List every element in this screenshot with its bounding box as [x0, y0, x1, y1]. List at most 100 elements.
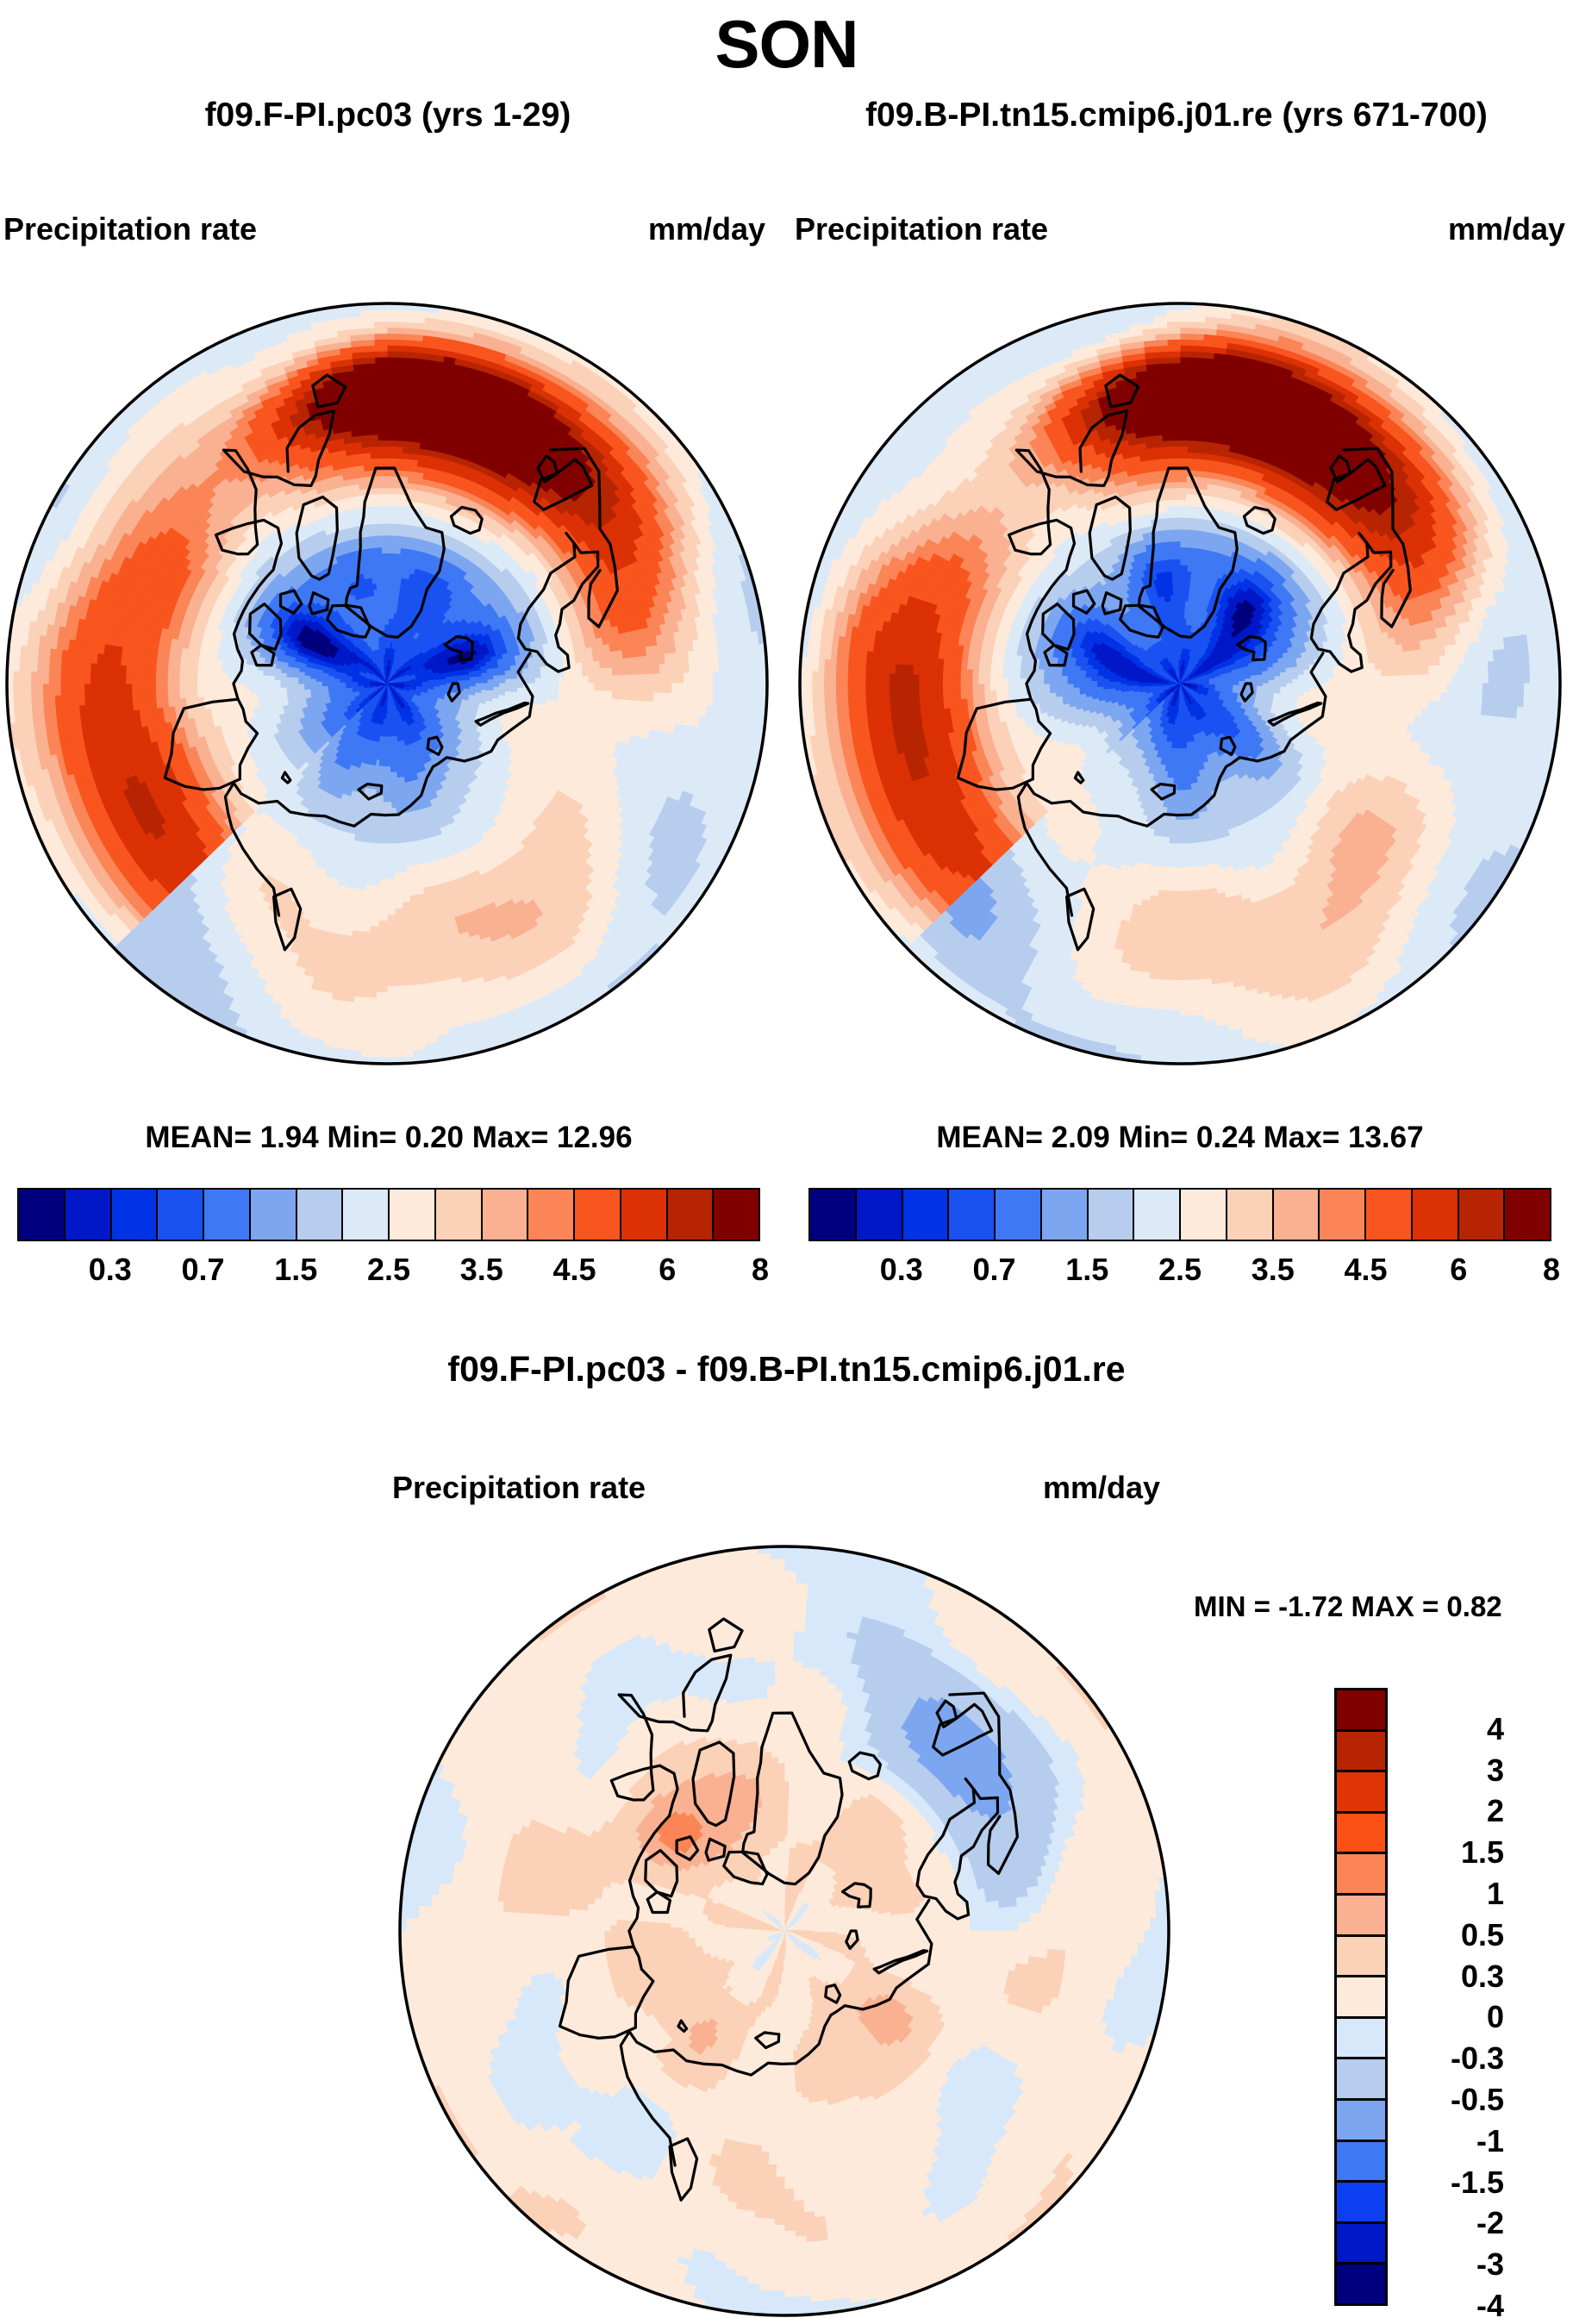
colorbar-cell — [667, 1190, 715, 1240]
colorbar-cell — [810, 1190, 857, 1240]
colorbar-cell — [1337, 2183, 1385, 2224]
colorbar-cell — [1273, 1190, 1320, 1240]
right-panel-case-title: f09.B-PI.tn15.cmip6.j01.re (yrs 671-700) — [780, 97, 1573, 134]
colorbar-tick-label: 3.5 — [1252, 1252, 1295, 1288]
colorbar-tick-label: 4 — [1401, 1711, 1504, 1747]
colorbar-cell — [1227, 1190, 1274, 1240]
left-panel-colorbar-labels: 0.3 0.7 1.5 2.5 3.5 4.5 6 8 — [17, 1252, 769, 1291]
diff-panel-title: f09.F-PI.pc03 - f09.B-PI.tn15.cmip6.j01.… — [0, 1349, 1573, 1390]
colorbar-tick-label: 3.5 — [460, 1252, 503, 1288]
diff-map-svg — [398, 1545, 1170, 2317]
colorbar-cell — [902, 1190, 950, 1240]
colorbar-tick-label: 0.7 — [972, 1252, 1015, 1288]
left-panel-case-title: f09.F-PI.pc03 (yrs 1-29) — [0, 97, 776, 134]
colorbar-cell — [1337, 2018, 1385, 2060]
colorbar-tick-label: 8 — [1543, 1252, 1560, 1288]
left-panel-stats: MEAN= 1.94 Min= 0.20 Max= 12.96 — [17, 1121, 760, 1155]
colorbar-cell — [1412, 1190, 1459, 1240]
colorbar-cell — [296, 1190, 344, 1240]
colorbar-cell — [528, 1190, 575, 1240]
colorbar-tick-label: 0.5 — [1401, 1917, 1504, 1953]
colorbar-cell — [1337, 2059, 1385, 2101]
colorbar-cell — [621, 1190, 668, 1240]
colorbar-cell — [1337, 1895, 1385, 1937]
colorbar-cell — [390, 1190, 436, 1240]
colorbar-cell — [19, 1190, 66, 1240]
colorbar-tick-label: 1.5 — [274, 1252, 317, 1288]
left-panel-polar-map[interactable] — [3, 295, 771, 1072]
left-map-svg — [5, 302, 769, 1065]
colorbar-cell — [714, 1190, 758, 1240]
diff-panel-minmax: MIN = -1.72 MAX = 0.82 — [1194, 1590, 1573, 1623]
diff-panel-polar-map[interactable] — [371, 1543, 1198, 2319]
right-map-svg — [798, 302, 1562, 1065]
colorbar-cell — [65, 1190, 112, 1240]
colorbar-cell — [575, 1190, 621, 1240]
colorbar-tick-label: 1.5 — [1401, 1834, 1504, 1871]
right-panel-stats: MEAN= 2.09 Min= 0.24 Max= 13.67 — [808, 1121, 1551, 1155]
colorbar-tick-label: 4.5 — [552, 1252, 596, 1288]
colorbar-cell — [1337, 1772, 1385, 1814]
page-title: SON — [0, 5, 1573, 84]
right-panel-colorbar-labels: 0.3 0.7 1.5 2.5 3.5 4.5 6 8 — [808, 1252, 1560, 1291]
colorbar-tick-label: -1.5 — [1401, 2165, 1504, 2201]
colorbar-cell — [482, 1190, 529, 1240]
colorbar-tick-label: 0.3 — [89, 1252, 132, 1288]
colorbar-cell — [1337, 1813, 1385, 1855]
colorbar-cell — [856, 1190, 903, 1240]
right-panel-variable-label: Precipitation rate — [795, 211, 1048, 247]
right-panel-colorbar[interactable] — [808, 1188, 1551, 1241]
colorbar-cell — [158, 1190, 204, 1240]
colorbar-tick-label: -1 — [1401, 2123, 1504, 2159]
colorbar-tick-label: 6 — [1450, 1252, 1467, 1288]
colorbar-cell — [204, 1190, 251, 1240]
colorbar-cell — [1458, 1190, 1506, 1240]
colorbar-tick-label: -0.5 — [1401, 2082, 1504, 2118]
colorbar-tick-label: 1 — [1401, 1876, 1504, 1912]
colorbar-cell — [1366, 1190, 1413, 1240]
colorbar-cell — [1337, 2141, 1385, 2183]
colorbar-cell — [996, 1190, 1042, 1240]
colorbar-cell — [1337, 1731, 1385, 1773]
colorbar-tick-label: 2.5 — [367, 1252, 410, 1288]
diff-panel-colorbar-labels: 4 3 2 1.5 1 0.5 0.3 0 -0.3 -0.5 -1 -1.5 -2 -3 -4 — [1401, 1688, 1556, 2323]
colorbar-tick-label: 2 — [1401, 1793, 1504, 1829]
colorbar-tick-label: 0 — [1401, 1999, 1504, 2035]
colorbar-tick-label: 0.7 — [181, 1252, 224, 1288]
left-panel-variable-label: Precipitation rate — [3, 211, 257, 247]
colorbar-cell — [435, 1190, 483, 1240]
colorbar-cell — [111, 1190, 159, 1240]
colorbar-cell — [949, 1190, 996, 1240]
colorbar-tick-label: -0.3 — [1401, 2040, 1504, 2077]
colorbar-tick-label: 3 — [1401, 1752, 1504, 1789]
colorbar-tick-label: 0.3 — [880, 1252, 923, 1288]
colorbar-cell — [1041, 1190, 1089, 1240]
colorbar-tick-label: -3 — [1401, 2246, 1504, 2283]
colorbar-cell — [1088, 1190, 1135, 1240]
right-panel-polar-map[interactable] — [796, 295, 1564, 1072]
colorbar-tick-label: -4 — [1401, 2288, 1504, 2324]
colorbar-cell — [1337, 2265, 1385, 2303]
diff-panel-unit-label: mm/day — [1043, 1470, 1160, 1506]
colorbar-cell — [1505, 1190, 1550, 1240]
colorbar-tick-label: 2.5 — [1158, 1252, 1202, 1288]
colorbar-tick-label: 6 — [659, 1252, 676, 1288]
colorbar-cell — [1337, 1977, 1385, 2019]
colorbar-cell — [343, 1190, 390, 1240]
colorbar-cell — [1337, 1690, 1385, 1732]
right-panel-unit-label: mm/day — [1448, 211, 1565, 247]
colorbar-tick-label: 0.3 — [1401, 1959, 1504, 1995]
colorbar-cell — [1337, 2100, 1385, 2142]
left-panel-unit-label: mm/day — [648, 211, 765, 247]
colorbar-cell — [1181, 1190, 1227, 1240]
colorbar-tick-label: 8 — [752, 1252, 769, 1288]
colorbar-cell — [1134, 1190, 1181, 1240]
colorbar-cell — [1337, 2223, 1385, 2265]
colorbar-tick-label: -2 — [1401, 2205, 1504, 2241]
colorbar-cell — [1337, 1936, 1385, 1978]
colorbar-tick-label: 1.5 — [1065, 1252, 1108, 1288]
left-panel-colorbar[interactable] — [17, 1188, 760, 1241]
colorbar-cell — [250, 1190, 297, 1240]
colorbar-cell — [1337, 1854, 1385, 1896]
diff-panel-colorbar[interactable] — [1334, 1688, 1388, 2306]
